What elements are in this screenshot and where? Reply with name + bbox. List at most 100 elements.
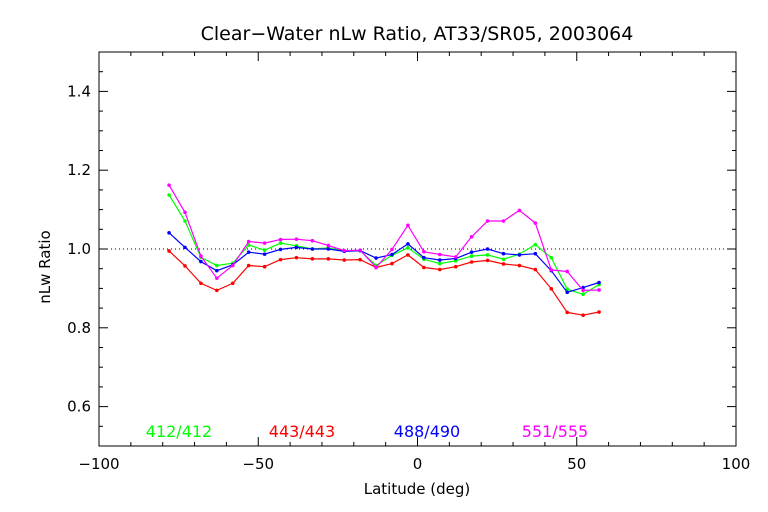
data-point bbox=[246, 243, 251, 247]
data-point bbox=[167, 249, 171, 253]
data-point bbox=[167, 193, 171, 197]
data-point bbox=[230, 263, 235, 268]
data-point bbox=[501, 257, 506, 262]
data-point bbox=[517, 263, 522, 268]
y-tick-label: 1.4 bbox=[67, 82, 91, 100]
data-point bbox=[262, 264, 267, 269]
data-point bbox=[310, 238, 315, 243]
data-point bbox=[183, 264, 187, 268]
data-point bbox=[406, 253, 410, 257]
data-point bbox=[437, 261, 442, 266]
legend-entry: 412/412 bbox=[146, 422, 212, 441]
data-point bbox=[453, 255, 458, 259]
data-point bbox=[581, 292, 585, 297]
data-point bbox=[501, 251, 506, 256]
series-412-412 bbox=[167, 193, 601, 297]
chart-title: Clear−Water nLw Ratio, AT33/SR05, 200306… bbox=[201, 23, 634, 45]
data-point bbox=[230, 281, 235, 286]
y-tick-label: 0.8 bbox=[67, 319, 91, 337]
data-point bbox=[167, 231, 171, 235]
data-point bbox=[501, 262, 506, 266]
data-point bbox=[485, 258, 490, 263]
data-point bbox=[406, 223, 410, 228]
data-point bbox=[517, 253, 522, 257]
y-axis-label: nLw Ratio bbox=[36, 230, 54, 303]
data-point bbox=[533, 242, 538, 247]
data-point bbox=[326, 243, 331, 248]
data-point bbox=[581, 288, 585, 293]
data-point bbox=[437, 258, 442, 262]
data-point bbox=[597, 280, 601, 285]
y-tick-label: 1.2 bbox=[67, 161, 91, 179]
data-point bbox=[215, 263, 219, 268]
data-point bbox=[533, 251, 538, 256]
data-point bbox=[549, 255, 554, 260]
data-point bbox=[485, 247, 490, 251]
data-point bbox=[342, 248, 347, 253]
plot-area: −100 −50 0 50 100 0.6 0.8 1.0 1.2 1.4 412/412 443/4… bbox=[67, 51, 751, 473]
data-point bbox=[262, 252, 267, 256]
data-point bbox=[278, 241, 283, 245]
data-point bbox=[278, 257, 283, 262]
data-point bbox=[390, 247, 394, 252]
data-point bbox=[183, 219, 187, 223]
data-point bbox=[485, 253, 490, 257]
data-point bbox=[406, 242, 410, 246]
series-line bbox=[168, 184, 600, 292]
data-point bbox=[310, 257, 315, 261]
data-point bbox=[294, 245, 299, 250]
data-point bbox=[246, 239, 251, 244]
data-point bbox=[326, 247, 331, 251]
data-point bbox=[215, 268, 219, 273]
data-point bbox=[199, 281, 203, 286]
data-point bbox=[422, 265, 426, 270]
data-point bbox=[262, 248, 267, 252]
data-point bbox=[390, 261, 394, 266]
data-point bbox=[326, 257, 331, 261]
data-point bbox=[549, 268, 554, 272]
data-point bbox=[437, 252, 442, 257]
data-point bbox=[183, 245, 187, 250]
data-point bbox=[469, 260, 474, 264]
series-551-555 bbox=[167, 183, 601, 293]
data-point bbox=[358, 248, 362, 252]
data-point bbox=[437, 267, 442, 272]
data-point bbox=[565, 269, 569, 274]
data-point bbox=[183, 210, 187, 215]
data-point bbox=[469, 234, 474, 239]
data-point bbox=[390, 252, 394, 257]
plot-frame bbox=[98, 51, 737, 447]
data-point bbox=[342, 258, 347, 262]
data-point bbox=[581, 313, 585, 317]
data-point bbox=[199, 254, 203, 258]
x-tick-label: 0 bbox=[413, 455, 423, 473]
data-point bbox=[358, 257, 362, 262]
data-point bbox=[215, 288, 219, 293]
data-point bbox=[374, 256, 378, 260]
data-point bbox=[294, 255, 299, 260]
data-point bbox=[374, 265, 378, 270]
data-point bbox=[422, 249, 426, 254]
data-point bbox=[278, 237, 283, 242]
legend-entry: 443/443 bbox=[269, 422, 335, 441]
x-tick-label: 50 bbox=[567, 455, 586, 473]
data-point bbox=[246, 250, 251, 254]
data-point bbox=[215, 276, 219, 280]
x-tick-label: 100 bbox=[722, 455, 751, 473]
data-point bbox=[501, 219, 506, 223]
data-point bbox=[549, 286, 554, 291]
data-point bbox=[565, 310, 569, 315]
data-point bbox=[469, 250, 474, 254]
data-point bbox=[167, 183, 171, 187]
data-point bbox=[469, 254, 474, 258]
data-point bbox=[246, 263, 251, 268]
legend-entry: 551/555 bbox=[522, 422, 588, 441]
data-point bbox=[533, 221, 538, 225]
data-point bbox=[517, 208, 522, 213]
y-tick-label: 0.6 bbox=[67, 398, 91, 416]
data-point bbox=[422, 255, 426, 260]
data-point bbox=[294, 237, 299, 241]
data-point bbox=[533, 267, 538, 272]
